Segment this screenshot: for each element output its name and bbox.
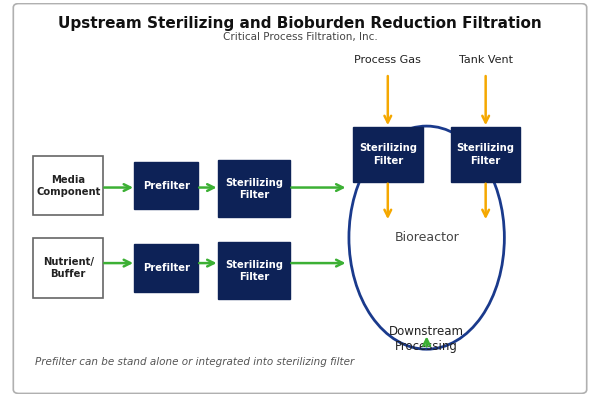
Text: Prefilter can be stand alone or integrated into sterilizing filter: Prefilter can be stand alone or integrat… — [35, 357, 355, 367]
Text: Sterilizing
Filter: Sterilizing Filter — [457, 143, 515, 166]
Text: Media
Component: Media Component — [36, 175, 100, 197]
Text: Nutrient/
Buffer: Nutrient/ Buffer — [43, 257, 94, 279]
FancyBboxPatch shape — [13, 4, 587, 393]
Text: Downstream
Processing: Downstream Processing — [389, 325, 464, 353]
FancyBboxPatch shape — [218, 242, 290, 299]
Text: Critical Process Filtration, Inc.: Critical Process Filtration, Inc. — [223, 32, 377, 42]
FancyBboxPatch shape — [451, 127, 520, 182]
Text: Tank Vent: Tank Vent — [458, 56, 512, 66]
FancyBboxPatch shape — [134, 244, 198, 292]
Text: Prefilter: Prefilter — [143, 263, 190, 273]
FancyBboxPatch shape — [34, 156, 103, 215]
Text: Sterilizing
Filter: Sterilizing Filter — [225, 177, 283, 200]
FancyBboxPatch shape — [134, 162, 198, 210]
FancyBboxPatch shape — [218, 160, 290, 217]
Text: Process Gas: Process Gas — [355, 56, 421, 66]
FancyBboxPatch shape — [353, 127, 422, 182]
FancyBboxPatch shape — [34, 239, 103, 297]
Text: Prefilter: Prefilter — [143, 181, 190, 191]
Ellipse shape — [349, 126, 505, 349]
Text: Sterilizing
Filter: Sterilizing Filter — [225, 260, 283, 282]
Text: Upstream Sterilizing and Bioburden Reduction Filtration: Upstream Sterilizing and Bioburden Reduc… — [58, 17, 542, 31]
Text: Bioreactor: Bioreactor — [394, 231, 459, 244]
Text: Sterilizing
Filter: Sterilizing Filter — [359, 143, 417, 166]
